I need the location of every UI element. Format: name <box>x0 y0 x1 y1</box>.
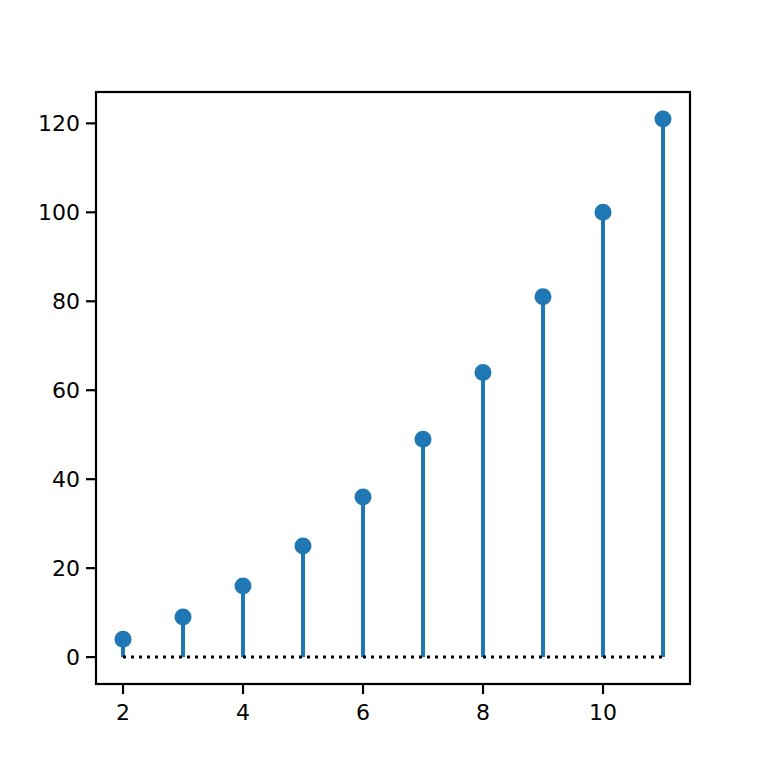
marker <box>415 431 432 448</box>
stem <box>301 546 305 657</box>
marker <box>655 110 672 127</box>
stem <box>541 297 545 657</box>
marker <box>595 204 612 221</box>
marker <box>475 364 492 381</box>
y-tick-label: 60 <box>52 378 80 403</box>
y-tick <box>86 300 96 302</box>
stem <box>421 439 425 657</box>
x-tick <box>122 684 124 694</box>
y-tick-label: 100 <box>38 200 80 225</box>
stem <box>481 372 485 657</box>
x-tick <box>602 684 604 694</box>
marker <box>355 488 372 505</box>
stem <box>601 212 605 657</box>
baseline <box>123 656 663 659</box>
background <box>0 0 768 768</box>
y-tick-label: 120 <box>38 111 80 136</box>
x-tick <box>482 684 484 694</box>
x-tick-label: 6 <box>356 700 370 725</box>
marker <box>235 577 252 594</box>
x-tick-label: 2 <box>116 700 130 725</box>
y-tick <box>86 211 96 213</box>
x-tick-label: 8 <box>476 700 490 725</box>
y-tick-label: 80 <box>52 289 80 314</box>
stem <box>661 119 665 657</box>
plot-area <box>115 110 672 657</box>
x-tick <box>362 684 364 694</box>
x-tick-label: 10 <box>589 700 617 725</box>
marker <box>175 609 192 626</box>
y-tick <box>86 389 96 391</box>
marker <box>535 288 552 305</box>
stem <box>361 497 365 657</box>
y-tick <box>86 478 96 480</box>
frame <box>96 92 690 684</box>
x-tick-label: 4 <box>236 700 250 725</box>
x-tick <box>242 684 244 694</box>
y-tick-label: 20 <box>52 556 80 581</box>
chart: 246810020406080100120 <box>0 0 768 768</box>
y-tick <box>86 122 96 124</box>
stem <box>241 586 245 657</box>
y-tick-label: 0 <box>66 645 80 670</box>
y-tick-label: 40 <box>52 467 80 492</box>
marker <box>115 631 132 648</box>
y-tick <box>86 656 96 658</box>
marker <box>295 537 312 554</box>
y-tick <box>86 567 96 569</box>
